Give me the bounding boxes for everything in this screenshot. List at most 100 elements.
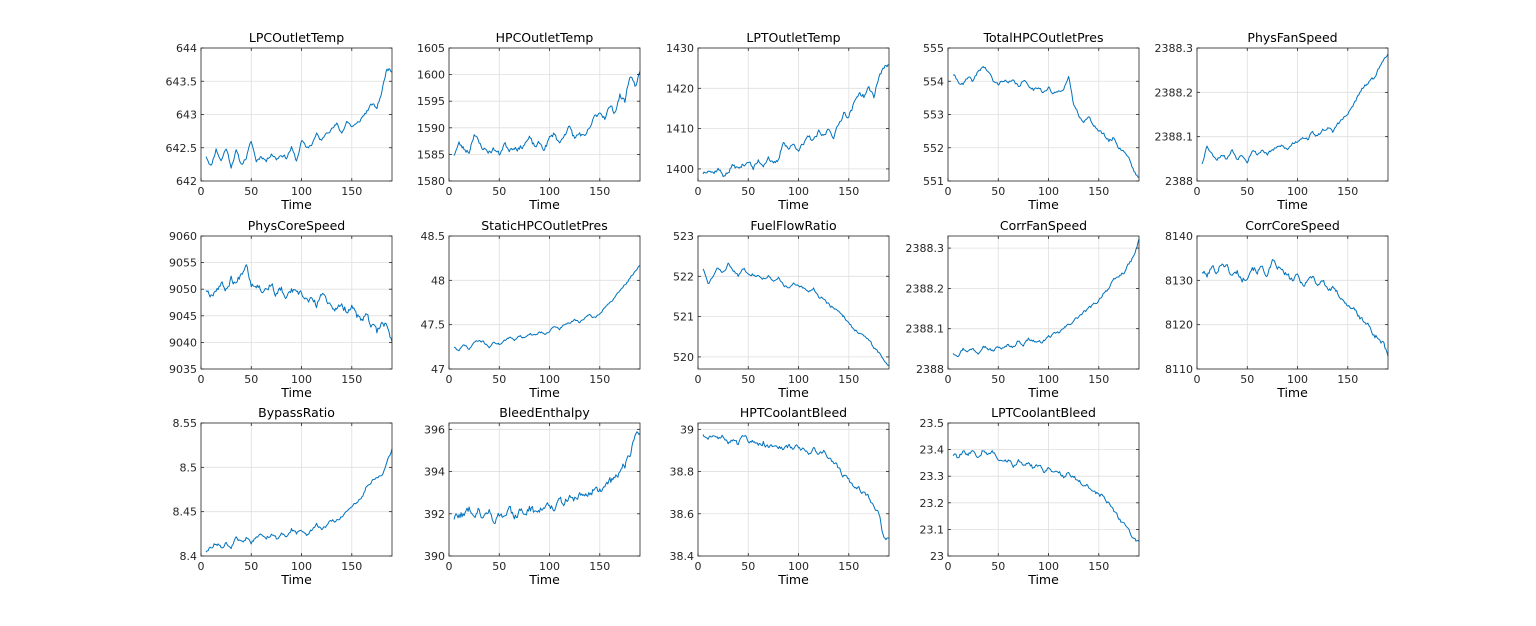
y-tick-label: 642.5 [166, 142, 198, 155]
x-axis-label: Time [777, 572, 809, 587]
x-tick-label: 50 [991, 185, 1005, 198]
x-tick-label: 50 [991, 560, 1005, 573]
plot-area [698, 48, 889, 181]
x-tick-label: 150 [341, 373, 362, 386]
series-line [205, 448, 393, 553]
x-axis-label: Time [528, 572, 560, 587]
y-tick-label: 8.5 [180, 461, 198, 474]
y-tick-label: 23.3 [920, 470, 945, 483]
x-tick-label: 100 [1038, 185, 1059, 198]
x-axis-label: Time [280, 572, 312, 587]
y-tick-label: 8130 [1165, 274, 1193, 287]
x-tick-label: 0 [945, 185, 952, 198]
chart-title: BypassRatio [258, 405, 335, 420]
plot-area [1197, 236, 1388, 369]
x-tick-label: 50 [991, 373, 1005, 386]
chart-title: PhysCoreSpeed [248, 218, 346, 233]
subplot-fuelflowratio: 0 50 100 150 520 521 522 523 FuelFlowRatio Time [673, 218, 890, 400]
x-tick-label: 100 [291, 560, 312, 573]
y-tick-label: 8110 [1165, 363, 1193, 376]
x-tick-label: 150 [589, 560, 610, 573]
x-tick-label: 100 [539, 373, 560, 386]
x-tick-label: 0 [446, 560, 453, 573]
x-tick-label: 0 [446, 185, 453, 198]
y-tick-label: 1580 [417, 175, 445, 188]
x-tick-label: 100 [539, 560, 560, 573]
x-tick-label: 150 [1088, 560, 1109, 573]
y-tick-label: 1430 [666, 42, 694, 55]
y-tick-label: 1605 [417, 42, 445, 55]
x-axis-label: Time [1276, 197, 1308, 212]
chart-title: StaticHPCOutletPres [481, 218, 608, 233]
plot-area [1197, 48, 1388, 181]
chart-title: BleedEnthalpy [499, 405, 590, 420]
subplot-bleedenthalpy: 0 50 100 150 390 392 394 396 BleedEnthalpy Time [424, 405, 641, 587]
x-tick-label: 0 [695, 560, 702, 573]
y-tick-label: 38.8 [670, 466, 695, 479]
plot-area [449, 236, 640, 369]
axes-box [697, 235, 890, 370]
axes-box [448, 235, 641, 370]
y-tick-label: 38.6 [670, 508, 695, 521]
x-tick-label: 150 [341, 560, 362, 573]
x-tick-label: 150 [838, 373, 859, 386]
chart-title: CorrCoreSpeed [1245, 218, 1340, 233]
y-tick-label: 8.4 [180, 550, 198, 563]
x-tick-label: 100 [291, 373, 312, 386]
y-tick-label: 47 [431, 363, 445, 376]
axes-box [697, 422, 890, 557]
y-tick-label: 23 [930, 550, 944, 563]
y-tick-label: 23.4 [920, 444, 945, 457]
x-tick-label: 50 [741, 560, 755, 573]
x-axis-label: Time [777, 385, 809, 400]
y-tick-label: 520 [673, 351, 694, 364]
y-tick-label: 2388.3 [906, 242, 945, 255]
y-tick-label: 9045 [169, 310, 197, 323]
x-tick-label: 50 [492, 373, 506, 386]
axes-box [697, 47, 890, 182]
x-tick-label: 50 [741, 185, 755, 198]
y-tick-label: 643 [176, 109, 197, 122]
y-tick-label: 644 [176, 42, 197, 55]
x-axis-label: Time [528, 385, 560, 400]
axes-box [947, 422, 1140, 557]
y-tick-label: 553 [923, 109, 944, 122]
y-tick-label: 394 [424, 466, 445, 479]
y-tick-label: 642 [176, 175, 197, 188]
y-tick-label: 48 [431, 274, 445, 287]
plot-area [449, 423, 640, 556]
y-tick-label: 8.55 [173, 417, 198, 430]
y-tick-label: 1600 [417, 69, 445, 82]
y-tick-label: 2388.2 [1155, 86, 1194, 99]
y-tick-label: 38.4 [670, 550, 695, 563]
subplot-totalhpcoutletpres: 0 50 100 150 551 552 553 554 555 TotalHPCOutletPr… [923, 30, 1140, 212]
y-tick-label: 1400 [666, 163, 694, 176]
y-tick-label: 2388.3 [1155, 42, 1194, 55]
subplot-corrfanspeed: 0 50 100 150 2388 2388.1 2388.2 2388.3 CorrFanSp… [906, 218, 1140, 400]
x-tick-label: 0 [446, 373, 453, 386]
y-tick-label: 522 [673, 270, 694, 283]
y-tick-label: 643.5 [166, 75, 198, 88]
y-tick-label: 2388.1 [1155, 131, 1194, 144]
plot-area [449, 48, 640, 181]
y-tick-label: 9050 [169, 283, 197, 296]
series-line [952, 238, 1140, 358]
subplot-physcorespeed: 0 50 100 150 9035 9040 9045 9050 9055 9060 PhysCor… [169, 218, 393, 400]
y-tick-label: 552 [923, 142, 944, 155]
x-axis-label: Time [1027, 572, 1059, 587]
y-tick-label: 9035 [169, 363, 197, 376]
series-line [1201, 259, 1389, 357]
x-tick-label: 0 [198, 185, 205, 198]
series-line [453, 71, 641, 156]
plot-area [698, 236, 889, 369]
x-tick-label: 50 [244, 560, 258, 573]
chart-title: CorrFanSpeed [1000, 218, 1087, 233]
y-tick-label: 390 [424, 550, 445, 563]
subplot-lptcoolantbleed: 0 50 100 150 23 23.1 23.2 23.3 23.4 23.5 LPTCoolan… [920, 405, 1140, 587]
x-tick-label: 150 [838, 560, 859, 573]
x-tick-label: 0 [695, 373, 702, 386]
subplot-bypassratio: 0 50 100 150 8.4 8.45 8.5 8.55 BypassRatio Time [173, 405, 393, 587]
y-tick-label: 23.1 [920, 523, 945, 536]
y-tick-label: 23.5 [920, 417, 945, 430]
y-tick-label: 9040 [169, 336, 197, 349]
